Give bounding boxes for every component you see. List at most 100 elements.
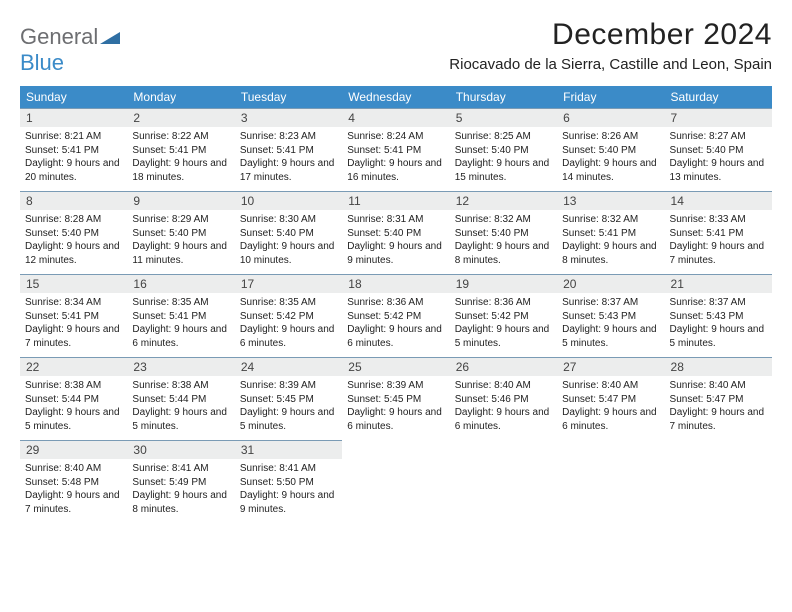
date-number: 9 [127,192,234,210]
sunset-line: Sunset: 5:43 PM [670,310,767,324]
day-cell: Sunrise: 8:36 AMSunset: 5:42 PMDaylight:… [450,293,557,357]
day-cell: Sunrise: 8:37 AMSunset: 5:43 PMDaylight:… [557,293,664,357]
date-number [557,440,664,459]
date-number: 10 [235,192,342,210]
day-cell: Sunrise: 8:28 AMSunset: 5:40 PMDaylight:… [20,210,127,274]
dow-cell: Thursday [450,86,557,108]
day-cell: Sunrise: 8:32 AMSunset: 5:41 PMDaylight:… [557,210,664,274]
day-text: Sunrise: 8:39 AMSunset: 5:45 PMDaylight:… [240,379,337,433]
date-number: 19 [450,275,557,293]
day-text: Sunrise: 8:37 AMSunset: 5:43 PMDaylight:… [670,296,767,350]
dow-cell: Monday [127,86,234,108]
sunset-line: Sunset: 5:45 PM [347,393,444,407]
day-cell: Sunrise: 8:38 AMSunset: 5:44 PMDaylight:… [20,376,127,440]
daylight-line: Daylight: 9 hours and 16 minutes. [347,157,444,184]
date-row: 891011121314 [20,191,772,210]
day-cell [450,459,557,523]
daylight-line: Daylight: 9 hours and 9 minutes. [240,489,337,516]
daylight-line: Daylight: 9 hours and 11 minutes. [132,240,229,267]
daylight-line: Daylight: 9 hours and 7 minutes. [25,489,122,516]
day-cell: Sunrise: 8:34 AMSunset: 5:41 PMDaylight:… [20,293,127,357]
day-cell: Sunrise: 8:27 AMSunset: 5:40 PMDaylight:… [665,127,772,191]
dow-cell: Saturday [665,86,772,108]
date-number: 28 [665,358,772,376]
sunset-line: Sunset: 5:40 PM [240,227,337,241]
day-text: Sunrise: 8:37 AMSunset: 5:43 PMDaylight:… [562,296,659,350]
sunrise-line: Sunrise: 8:41 AM [240,462,337,476]
daylight-line: Daylight: 9 hours and 14 minutes. [562,157,659,184]
date-number: 21 [665,275,772,293]
daylight-line: Daylight: 9 hours and 7 minutes. [670,406,767,433]
day-cell: Sunrise: 8:33 AMSunset: 5:41 PMDaylight:… [665,210,772,274]
day-cell: Sunrise: 8:21 AMSunset: 5:41 PMDaylight:… [20,127,127,191]
day-text: Sunrise: 8:21 AMSunset: 5:41 PMDaylight:… [25,130,122,184]
sunrise-line: Sunrise: 8:40 AM [562,379,659,393]
date-number: 8 [20,192,127,210]
daylight-line: Daylight: 9 hours and 9 minutes. [347,240,444,267]
sunrise-line: Sunrise: 8:40 AM [455,379,552,393]
daylight-line: Daylight: 9 hours and 8 minutes. [455,240,552,267]
day-text: Sunrise: 8:24 AMSunset: 5:41 PMDaylight:… [347,130,444,184]
day-cell: Sunrise: 8:36 AMSunset: 5:42 PMDaylight:… [342,293,449,357]
date-number: 2 [127,109,234,127]
day-cell: Sunrise: 8:23 AMSunset: 5:41 PMDaylight:… [235,127,342,191]
sunrise-line: Sunrise: 8:35 AM [240,296,337,310]
day-cell [665,459,772,523]
sunrise-line: Sunrise: 8:36 AM [347,296,444,310]
date-row: 22232425262728 [20,357,772,376]
day-text: Sunrise: 8:40 AMSunset: 5:46 PMDaylight:… [455,379,552,433]
daylight-line: Daylight: 9 hours and 6 minutes. [562,406,659,433]
daylight-line: Daylight: 9 hours and 7 minutes. [25,323,122,350]
day-cell: Sunrise: 8:40 AMSunset: 5:47 PMDaylight:… [665,376,772,440]
daylight-line: Daylight: 9 hours and 6 minutes. [455,406,552,433]
days-of-week-row: SundayMondayTuesdayWednesdayThursdayFrid… [20,86,772,108]
date-number: 26 [450,358,557,376]
daylight-line: Daylight: 9 hours and 17 minutes. [240,157,337,184]
day-text: Sunrise: 8:38 AMSunset: 5:44 PMDaylight:… [25,379,122,433]
day-text: Sunrise: 8:41 AMSunset: 5:50 PMDaylight:… [240,462,337,516]
date-number: 7 [665,109,772,127]
sunset-line: Sunset: 5:40 PM [25,227,122,241]
calendar: SundayMondayTuesdayWednesdayThursdayFrid… [20,86,772,523]
logo-triangle-icon [100,28,120,49]
sunset-line: Sunset: 5:46 PM [455,393,552,407]
day-text: Sunrise: 8:27 AMSunset: 5:40 PMDaylight:… [670,130,767,184]
daylight-line: Daylight: 9 hours and 5 minutes. [455,323,552,350]
sunset-line: Sunset: 5:50 PM [240,476,337,490]
day-cell: Sunrise: 8:22 AMSunset: 5:41 PMDaylight:… [127,127,234,191]
daylight-line: Daylight: 9 hours and 5 minutes. [132,406,229,433]
day-text: Sunrise: 8:39 AMSunset: 5:45 PMDaylight:… [347,379,444,433]
content-row: Sunrise: 8:38 AMSunset: 5:44 PMDaylight:… [20,376,772,440]
date-number: 27 [557,358,664,376]
sunrise-line: Sunrise: 8:32 AM [562,213,659,227]
logo-text: General Blue [20,24,120,76]
sunrise-line: Sunrise: 8:38 AM [25,379,122,393]
date-number: 13 [557,192,664,210]
day-text: Sunrise: 8:38 AMSunset: 5:44 PMDaylight:… [132,379,229,433]
day-text: Sunrise: 8:40 AMSunset: 5:47 PMDaylight:… [670,379,767,433]
sunset-line: Sunset: 5:41 PM [347,144,444,158]
month-title: December 2024 [449,18,772,52]
sunset-line: Sunset: 5:44 PM [25,393,122,407]
date-number: 23 [127,358,234,376]
sunset-line: Sunset: 5:42 PM [455,310,552,324]
day-cell: Sunrise: 8:32 AMSunset: 5:40 PMDaylight:… [450,210,557,274]
sunrise-line: Sunrise: 8:40 AM [670,379,767,393]
sunrise-line: Sunrise: 8:38 AM [132,379,229,393]
sunrise-line: Sunrise: 8:39 AM [347,379,444,393]
dow-cell: Wednesday [342,86,449,108]
sunset-line: Sunset: 5:47 PM [670,393,767,407]
logo-word1: General [20,24,98,49]
sunrise-line: Sunrise: 8:23 AM [240,130,337,144]
date-row: 15161718192021 [20,274,772,293]
day-cell [342,459,449,523]
sunrise-line: Sunrise: 8:28 AM [25,213,122,227]
sunrise-line: Sunrise: 8:33 AM [670,213,767,227]
date-number: 11 [342,192,449,210]
sunrise-line: Sunrise: 8:34 AM [25,296,122,310]
sunset-line: Sunset: 5:40 PM [562,144,659,158]
date-number: 12 [450,192,557,210]
daylight-line: Daylight: 9 hours and 5 minutes. [240,406,337,433]
sunrise-line: Sunrise: 8:31 AM [347,213,444,227]
date-number: 3 [235,109,342,127]
